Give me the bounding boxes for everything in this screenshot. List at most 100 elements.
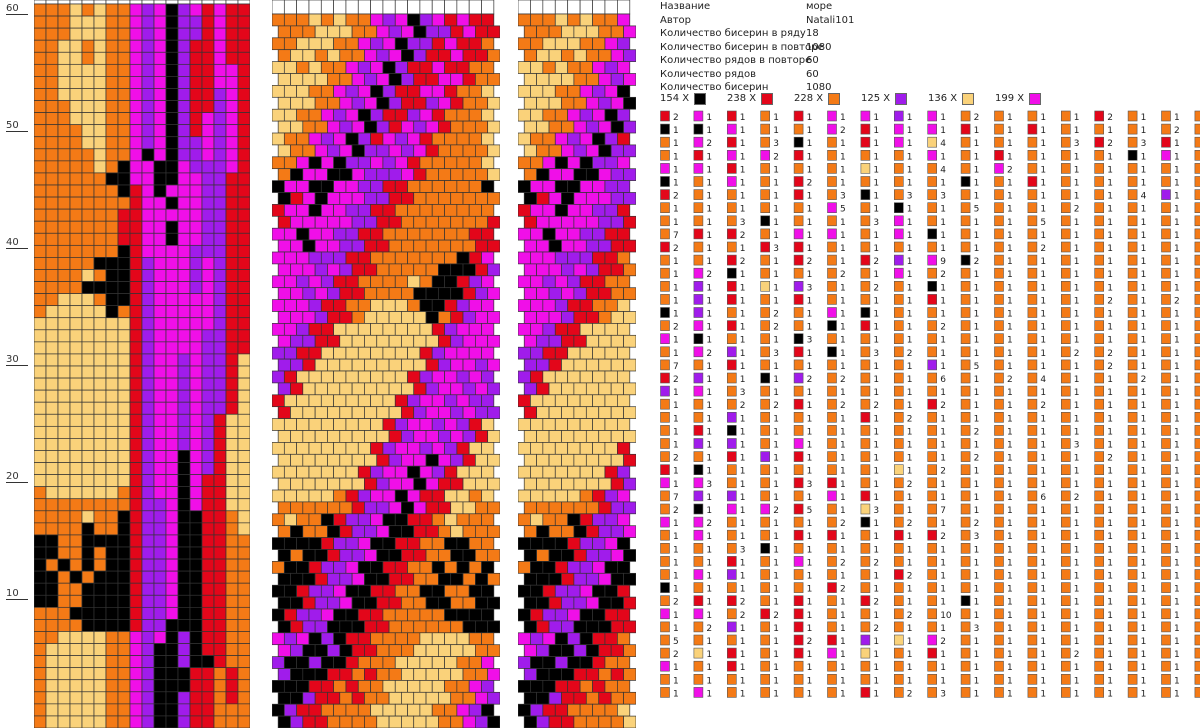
bead-cell [141, 196, 155, 210]
bead-cell [585, 430, 600, 443]
wordlist-swatch [793, 503, 804, 515]
wordlist-count: 1 [1040, 349, 1046, 359]
bead-cell [598, 25, 612, 39]
bead-cell [237, 377, 250, 391]
bead-cell [45, 88, 59, 101]
bead-cell [376, 263, 390, 277]
bead-cell [487, 572, 500, 586]
bead-cell [462, 715, 476, 728]
wordlist-swatch [727, 516, 737, 528]
wordlist-swatch [1194, 595, 1200, 607]
wordlist-count: 1 [940, 676, 946, 686]
bead-cell [345, 13, 359, 27]
bead-cell [129, 619, 143, 632]
wordlist-count: 1 [673, 558, 679, 568]
wordlist-count: 1 [907, 598, 913, 608]
bead-cell [401, 501, 415, 515]
bead-cell [333, 323, 347, 336]
wordlist-swatch [927, 136, 938, 148]
wordlist-count: 1 [1141, 480, 1147, 490]
bead-cell [177, 594, 191, 608]
bead-cell [327, 453, 341, 467]
bead-cell [153, 208, 167, 222]
bead-cell [623, 334, 636, 348]
wordlist-swatch [894, 149, 904, 161]
bead-cell [165, 184, 179, 198]
bead-cell [129, 15, 143, 29]
wordlist-swatch [1027, 542, 1038, 554]
legend-count: 136 X [928, 93, 958, 104]
bead-cell [475, 120, 489, 134]
bead-cell [225, 293, 239, 307]
bead-cell [237, 172, 250, 186]
bead-cell [34, 558, 47, 572]
bead-cell [382, 465, 396, 479]
wordlist-count: 1 [873, 532, 879, 542]
wordlist-swatch [1127, 608, 1138, 620]
wordlist-swatch [1127, 687, 1138, 698]
bead-cell [518, 85, 531, 98]
bead-cell [57, 570, 71, 584]
wordlist-count: 1 [807, 611, 813, 621]
bead-cell [456, 108, 470, 122]
wordlist-swatch [693, 542, 704, 554]
wordlist-swatch [1194, 660, 1200, 672]
bead-cell [419, 584, 433, 598]
bead-cell [561, 120, 575, 134]
wordlist-count: 1 [840, 218, 846, 228]
bead-cell [105, 389, 119, 403]
ruler-tick [6, 131, 28, 132]
wordlist-swatch [894, 241, 904, 253]
bead-cell [45, 160, 59, 174]
bead-cell [283, 608, 297, 622]
bead-cell [542, 156, 556, 170]
bead-cell [357, 156, 371, 170]
bead-cell [456, 251, 470, 265]
wordlist-swatch [927, 149, 938, 161]
bead-cell [579, 680, 593, 693]
wordlist-swatch [727, 267, 737, 279]
bead-cell [487, 168, 500, 181]
bead-cell [69, 715, 83, 728]
bead-cell [579, 513, 593, 527]
bead-cell [272, 85, 285, 98]
bead-cell [320, 608, 334, 622]
wordlist-swatch [793, 582, 804, 593]
wordlist-count: 1 [1007, 283, 1013, 293]
bead-cell [57, 39, 71, 53]
wordlist-swatch [1161, 451, 1171, 462]
wordlist-count: 1 [673, 663, 679, 673]
wordlist-count: 1 [1074, 532, 1080, 542]
bead-cell [376, 49, 390, 62]
bead-cell [81, 220, 95, 234]
wordlist-swatch [693, 425, 704, 436]
bead-cell [413, 668, 427, 681]
wordlist-count: 1 [907, 139, 913, 149]
wordlist-count: 1 [673, 310, 679, 320]
bead-cell [237, 0, 250, 5]
bead-cell [57, 269, 71, 282]
bead-cell [177, 63, 191, 77]
bead-cell [585, 96, 600, 110]
info-value: Natali101 [806, 14, 855, 26]
wordlist-swatch [727, 477, 737, 489]
wordlist-count: 2 [807, 179, 813, 189]
bead-cell [370, 275, 384, 289]
wordlist-count: 1 [873, 585, 879, 595]
bead-cell [129, 667, 143, 681]
bead-cell [456, 561, 470, 574]
bead-cell [610, 691, 624, 705]
bead-cell [93, 184, 107, 198]
bead-cell [592, 299, 606, 312]
bead-cell [314, 406, 328, 419]
bead-cell [579, 394, 593, 408]
bead-cell [598, 477, 612, 491]
bead-cell [141, 522, 155, 536]
bead-cell [585, 73, 600, 86]
wordlist-swatch [994, 110, 1004, 122]
bead-cell [481, 132, 495, 146]
bead-cell [225, 606, 239, 620]
bead-cell [431, 537, 445, 550]
bead-cell [530, 632, 544, 646]
wordlist-swatch [994, 438, 1004, 449]
